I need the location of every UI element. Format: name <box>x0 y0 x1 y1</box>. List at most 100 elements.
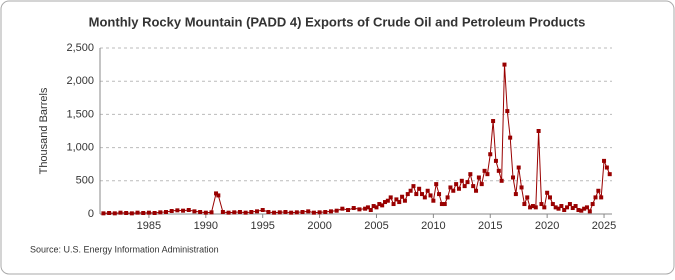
point <box>476 175 481 180</box>
x-tick-label: 1985 <box>137 220 161 232</box>
point <box>152 211 157 216</box>
point <box>482 168 487 173</box>
point <box>192 209 197 214</box>
point <box>442 202 447 207</box>
point <box>491 119 496 124</box>
point <box>158 210 163 215</box>
point <box>135 210 140 215</box>
point <box>533 205 538 210</box>
point <box>277 210 282 215</box>
point <box>394 197 399 202</box>
point <box>474 188 479 193</box>
point <box>385 198 390 203</box>
point <box>118 210 123 215</box>
point <box>141 211 146 216</box>
point <box>289 210 294 215</box>
point <box>596 188 601 193</box>
point <box>346 208 351 213</box>
point <box>573 204 578 209</box>
point <box>380 203 385 208</box>
point <box>340 206 345 211</box>
point <box>266 210 271 215</box>
y-axis-label: Thousand Barrels <box>38 87 50 174</box>
point <box>391 202 396 207</box>
point <box>198 210 203 215</box>
point <box>249 210 254 215</box>
point <box>536 129 541 133</box>
point <box>468 172 473 177</box>
x-tick-label: 2000 <box>307 220 331 232</box>
point <box>496 168 501 173</box>
point <box>462 184 467 189</box>
point <box>317 210 322 215</box>
point <box>579 208 584 213</box>
point <box>363 206 368 211</box>
point <box>374 205 379 210</box>
point <box>584 205 589 210</box>
point <box>499 178 504 183</box>
y-tick-label: 1,500 <box>66 108 94 120</box>
point <box>425 188 430 193</box>
point <box>129 211 134 216</box>
point <box>232 210 237 215</box>
point <box>459 178 464 183</box>
point <box>493 158 498 163</box>
point <box>328 209 333 214</box>
point <box>163 210 168 215</box>
point <box>283 210 288 215</box>
point <box>237 210 242 215</box>
point <box>124 211 129 216</box>
point <box>411 184 416 189</box>
point <box>365 205 370 210</box>
point <box>439 202 444 207</box>
point <box>323 210 328 215</box>
point <box>513 192 518 197</box>
point <box>107 211 112 216</box>
chart-title: Monthly Rocky Mountain (PADD 4) Exports … <box>89 14 586 29</box>
point <box>576 208 581 213</box>
point <box>570 206 575 211</box>
point <box>417 186 422 191</box>
point <box>539 202 544 207</box>
point <box>456 186 461 191</box>
point <box>334 208 339 213</box>
point <box>542 205 547 210</box>
point <box>175 208 180 213</box>
point <box>582 206 587 211</box>
y-tick-label: 2,500 <box>66 42 94 54</box>
point <box>471 184 476 189</box>
x-tick-label: 2015 <box>478 220 502 232</box>
point <box>550 202 555 207</box>
point <box>604 165 609 170</box>
point <box>422 195 427 200</box>
point <box>590 202 595 207</box>
point <box>397 200 402 205</box>
point <box>414 192 419 197</box>
point <box>607 172 612 177</box>
point <box>587 209 592 214</box>
x-tick-label: 2005 <box>364 220 388 232</box>
point <box>402 198 407 203</box>
point <box>357 207 362 212</box>
point <box>255 209 260 214</box>
point <box>559 204 564 209</box>
point <box>599 195 604 200</box>
point <box>547 195 552 200</box>
point <box>593 195 598 200</box>
point <box>405 192 410 197</box>
point <box>516 165 521 170</box>
point <box>519 185 524 190</box>
point <box>525 195 530 200</box>
point <box>508 135 513 140</box>
point <box>214 191 219 196</box>
point <box>371 204 376 209</box>
point <box>488 152 493 157</box>
point <box>528 205 533 210</box>
point <box>368 208 373 213</box>
point <box>530 204 535 209</box>
point <box>485 172 490 177</box>
point <box>602 158 607 163</box>
x-tick-label: 1990 <box>194 220 218 232</box>
